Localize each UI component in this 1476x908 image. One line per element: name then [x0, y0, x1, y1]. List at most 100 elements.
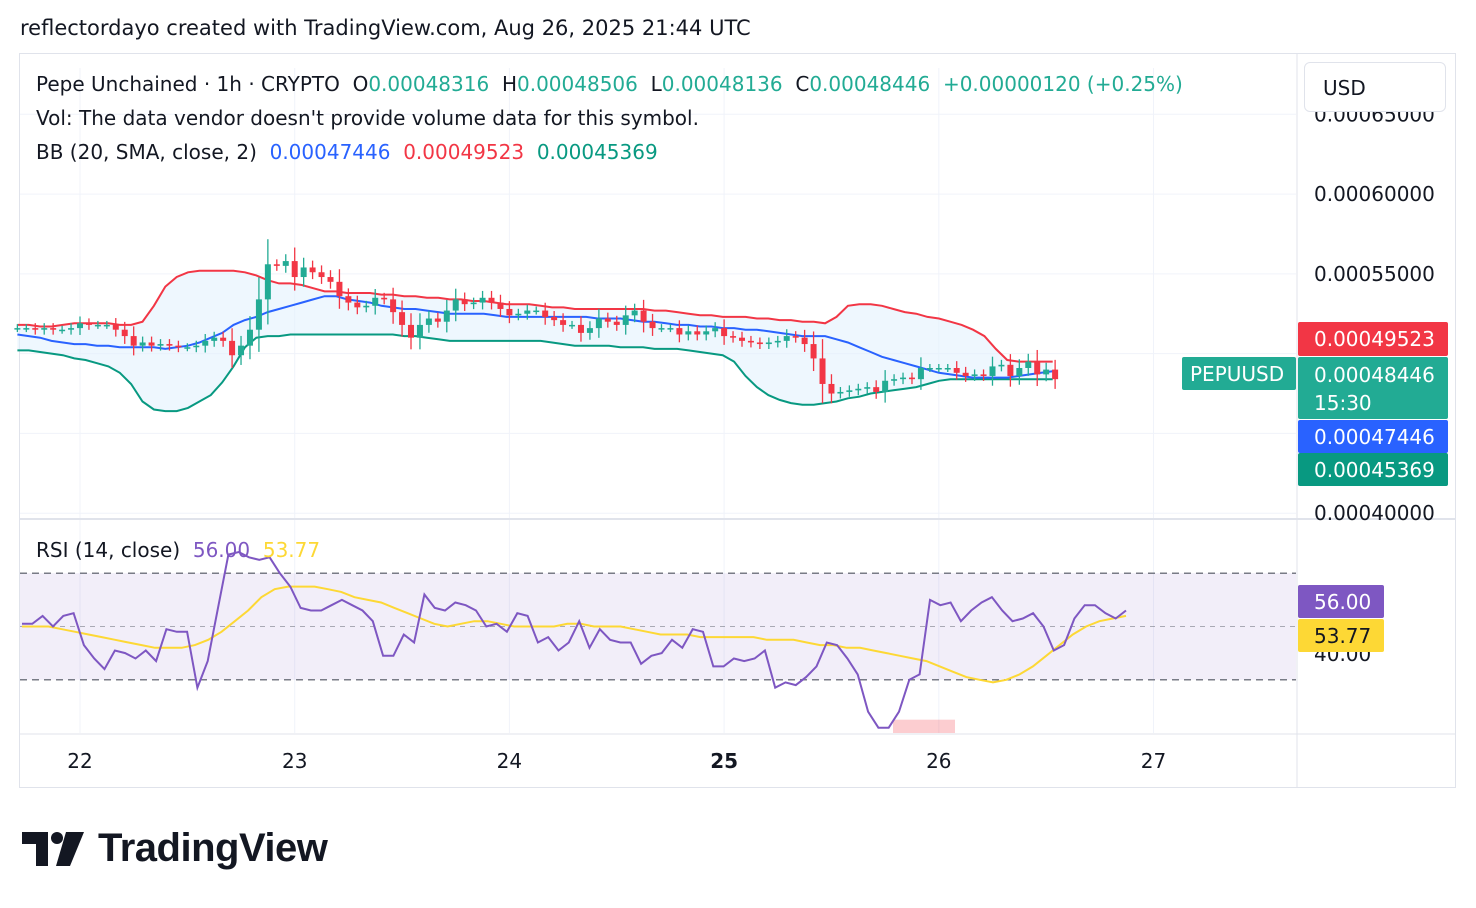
candle-body: [94, 324, 101, 327]
candle-body: [327, 277, 334, 282]
bb-label[interactable]: BB (20, SMA, close, 2): [36, 140, 257, 164]
close-value: 0.00048446: [809, 72, 931, 96]
candle-body: [774, 340, 781, 343]
candle-body: [211, 337, 218, 341]
last-price-badge: [1298, 357, 1448, 419]
rsi-value: 56.00: [192, 538, 251, 562]
candle-body: [658, 328, 665, 330]
candle-body: [631, 310, 638, 316]
candle-body: [425, 318, 432, 325]
candle-body: [586, 328, 593, 333]
time-axis-label: 25: [710, 749, 738, 773]
candle-body: [220, 337, 227, 341]
candle-body: [891, 379, 898, 381]
candle-body: [479, 297, 486, 303]
rsi-badge: [1298, 585, 1384, 618]
candle-body: [238, 345, 245, 356]
bb-lower-badge-text: 0.00045369: [1314, 458, 1435, 482]
candle-body: [908, 377, 915, 380]
candle-body: [193, 345, 200, 348]
candle-body: [703, 331, 710, 335]
candle-body: [50, 328, 57, 330]
candle-body: [739, 337, 746, 341]
candle-body: [837, 391, 844, 394]
candle-body: [846, 390, 853, 392]
candle-body: [506, 308, 513, 316]
bb-basis-line: [17, 295, 1053, 379]
tradingview-wordmark: TradingView: [98, 826, 328, 870]
time-axis-label: 27: [1141, 749, 1166, 773]
candle-body: [345, 296, 352, 303]
candle-body: [676, 328, 683, 335]
candle-body: [461, 299, 468, 305]
candle-body: [390, 299, 397, 313]
rsi-line: [22, 550, 1127, 729]
rsi-ma-line: [22, 585, 1127, 684]
candle-body: [756, 342, 763, 345]
candle-body: [434, 318, 441, 322]
candle-body: [900, 377, 907, 380]
candle-body: [747, 340, 754, 343]
candle-body: [300, 267, 307, 278]
bb-lower-line: [17, 333, 1053, 413]
currency-button[interactable]: USD: [1304, 62, 1446, 112]
candle-body: [488, 297, 495, 303]
candle-body: [41, 328, 48, 330]
candle-body: [68, 328, 75, 330]
bb-upper-badge: [1298, 322, 1448, 356]
candle-body: [103, 324, 110, 327]
chart-frame: [19, 53, 1456, 788]
rsi-badge-text: 56.00: [1314, 590, 1371, 614]
candle-body: [85, 323, 92, 325]
candle-body: [354, 302, 361, 308]
candle-body: [533, 310, 540, 313]
candle-body: [157, 344, 164, 346]
candle-body: [613, 321, 620, 325]
candle-body: [264, 264, 271, 300]
symbol-title[interactable]: Pepe Unchained · 1h · CRYPTO: [36, 72, 340, 96]
candle-body: [730, 336, 737, 338]
candle-body: [980, 374, 987, 376]
candle-body: [694, 331, 701, 335]
candle-body: [14, 328, 21, 330]
candle-body: [819, 358, 826, 384]
candle-body: [577, 324, 584, 333]
candle-body: [917, 368, 924, 380]
change-value: +0.00000120 (+0.25%): [942, 72, 1183, 96]
rsi-ma-badge: [1298, 619, 1384, 652]
candle-body: [542, 310, 549, 317]
rsi-oversold-fill: [893, 719, 955, 733]
candle-body: [524, 310, 531, 314]
candle-body: [864, 387, 871, 389]
candle-body: [595, 318, 602, 329]
candle-body: [246, 329, 253, 346]
candle-body: [551, 316, 558, 321]
candle-body: [309, 267, 316, 273]
volume-note: Vol: The data vendor doesn't provide vol…: [36, 106, 699, 130]
candle-body: [318, 272, 325, 278]
candle-body: [184, 347, 191, 349]
rsi-label[interactable]: RSI (14, close): [36, 538, 181, 562]
rsi-ma-badge-text: 53.77: [1314, 624, 1371, 648]
candle-body: [372, 297, 379, 306]
candle-body: [166, 344, 173, 346]
candle-body: [998, 364, 1005, 367]
candle-body: [873, 387, 880, 392]
bb-upper-badge-text: 0.00049523: [1314, 327, 1435, 351]
candle-body: [1016, 368, 1023, 376]
candle-body: [175, 345, 182, 348]
candle-body: [416, 324, 423, 338]
candle-body: [801, 337, 808, 345]
high-label: H: [501, 72, 517, 96]
candle-body: [953, 368, 960, 373]
time-axis-label: 26: [926, 749, 951, 773]
candle-body: [1052, 369, 1059, 380]
candle-body: [282, 261, 289, 266]
candle-body: [121, 329, 128, 337]
bb-basis-badge-text: 0.00047446: [1314, 425, 1435, 449]
time-axis-label: 24: [497, 749, 522, 773]
tradingview-footer: TradingView: [22, 826, 328, 871]
bollinger-band-fill: [17, 270, 1053, 412]
candle-body: [59, 329, 66, 332]
